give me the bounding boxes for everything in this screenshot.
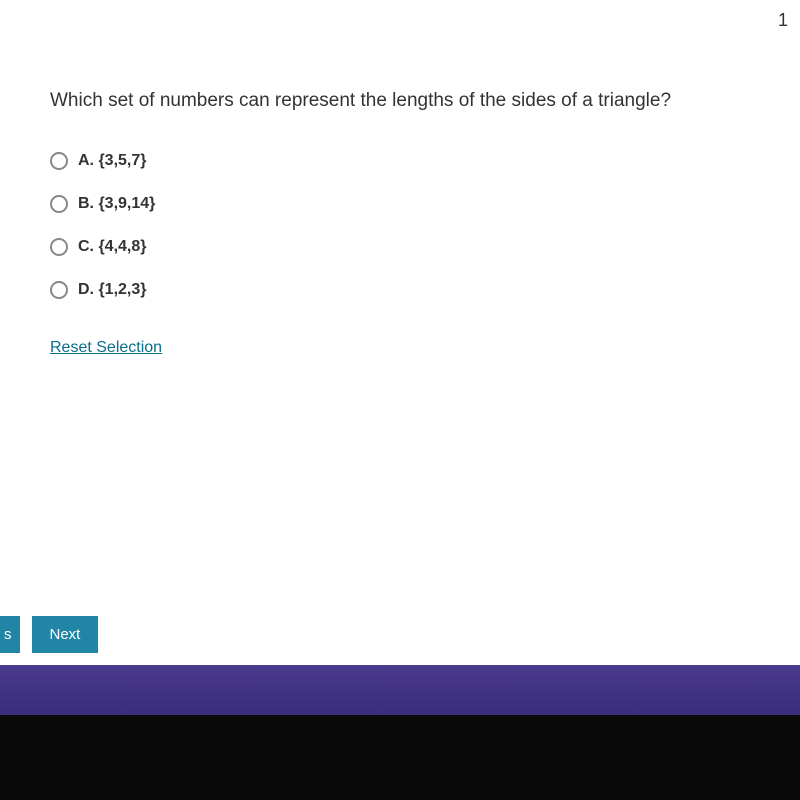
question-area: Which set of numbers can represent the l… bbox=[0, 0, 800, 377]
previous-button[interactable]: s bbox=[0, 616, 20, 653]
radio-icon[interactable] bbox=[50, 281, 68, 299]
radio-icon[interactable] bbox=[50, 238, 68, 256]
option-b[interactable]: B. {3,9,14} bbox=[50, 195, 750, 213]
option-label-c: C. {4,4,8} bbox=[78, 238, 146, 256]
option-label-d: D. {1,2,3} bbox=[78, 281, 146, 299]
option-label-a: A. {3,5,7} bbox=[78, 152, 146, 170]
option-a[interactable]: A. {3,5,7} bbox=[50, 152, 750, 170]
question-text: Which set of numbers can represent the l… bbox=[50, 90, 750, 112]
option-label-b: B. {3,9,14} bbox=[78, 195, 155, 213]
option-d[interactable]: D. {1,2,3} bbox=[50, 281, 750, 299]
option-c[interactable]: C. {4,4,8} bbox=[50, 238, 750, 256]
radio-icon[interactable] bbox=[50, 195, 68, 213]
next-button[interactable]: Next bbox=[32, 616, 99, 653]
reset-selection-link[interactable]: Reset Selection bbox=[50, 339, 162, 357]
navigation-buttons: s Next bbox=[0, 616, 98, 653]
page-number: 1 bbox=[778, 10, 788, 31]
quiz-page: 1 Which set of numbers can represent the… bbox=[0, 0, 800, 665]
radio-icon[interactable] bbox=[50, 152, 68, 170]
screen-bottom-band bbox=[0, 715, 800, 800]
taskbar-band bbox=[0, 665, 800, 715]
